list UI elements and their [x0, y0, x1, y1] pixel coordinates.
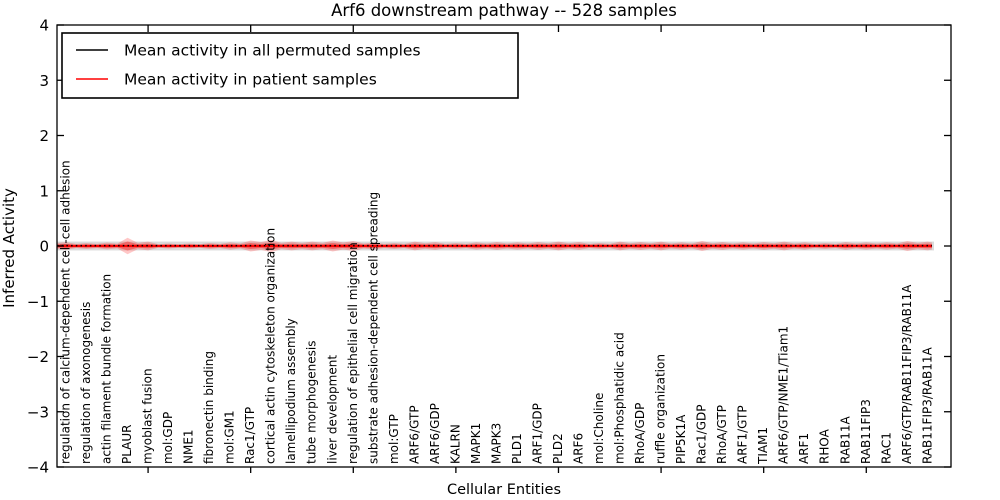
x-tick-label: ARF1/GDP	[530, 403, 544, 464]
x-tick-label: mol:GTP	[387, 414, 401, 464]
x-tick-label: PLD2	[551, 433, 565, 464]
x-tick-label: fibronectin binding	[202, 351, 216, 464]
x-tick-label: cortical actin cytoskeleton organization	[264, 228, 278, 464]
y-tick-label: 1	[39, 182, 49, 200]
legend-box	[61, 32, 519, 99]
y-tick-label: 3	[39, 72, 49, 90]
x-tick-label: ARF6/GDP	[428, 403, 442, 464]
x-tick-label: liver development	[325, 355, 339, 464]
y-axis-label: Inferred Activity	[0, 188, 18, 308]
x-tick-label: PLAUR	[120, 424, 134, 464]
x-tick-label: PIP5K1A	[674, 414, 688, 464]
x-tick-label: mol:Phosphatidic acid	[613, 332, 627, 464]
x-tick-label: MAPK3	[489, 423, 503, 464]
x-tick-label: TIAM1	[756, 427, 770, 465]
x-tick-label: NME1	[182, 429, 196, 464]
x-tick-label: regulation of epithelial cell migration	[346, 242, 360, 464]
x-tick-label: RAC1	[879, 432, 893, 464]
x-tick-label: regulation of calcium-dependent cell-cel…	[59, 160, 73, 464]
x-tick-label: Rac1/GTP	[243, 407, 257, 464]
x-tick-label: ARF1	[797, 433, 811, 464]
legend-label-permuted: Mean activity in all permuted samples	[124, 42, 421, 60]
x-tick-label: substrate adhesion-dependent cell spread…	[366, 192, 380, 464]
x-tick-label: MAPK1	[469, 423, 483, 464]
x-tick-label: mol:GDP	[161, 412, 175, 464]
y-tick-label: 4	[39, 17, 49, 35]
y-tick-label: 0	[39, 238, 49, 256]
x-tick-label: RAB11A	[838, 415, 852, 464]
x-tick-label: ARF6/GTP/NME1/Tiam1	[777, 326, 791, 464]
x-tick-label: KALRN	[448, 424, 462, 464]
x-tick-label: mol:Choline	[592, 393, 606, 464]
x-tick-label: RHOA	[818, 428, 832, 464]
y-tick-label: −3	[27, 403, 49, 421]
x-tick-label: ARF6/GTP/RAB11FIP3/RAB11A	[900, 284, 914, 464]
y-tick-label: −2	[27, 348, 49, 366]
x-tick-label: ARF6	[572, 433, 586, 464]
x-tick-label: RAB11FIP3	[859, 399, 873, 464]
x-tick-label: RAB11FIP3/RAB11A	[920, 347, 934, 464]
legend-label-patient: Mean activity in patient samples	[124, 71, 377, 89]
x-tick-label: actin filament bundle formation	[100, 274, 114, 464]
x-tick-label: RhoA/GTP	[715, 405, 729, 464]
x-tick-label: mol:GM1	[223, 410, 237, 464]
x-tick-label: ARF1/GTP	[736, 405, 750, 464]
chart-title: Arf6 downstream pathway -- 528 samples	[331, 1, 677, 20]
x-tick-label: regulation of axonogenesis	[79, 302, 93, 464]
x-axis-label: Cellular Entities	[447, 482, 561, 498]
x-tick-label: Rac1/GDP	[695, 405, 709, 464]
x-tick-label: RhoA/GDP	[633, 403, 647, 464]
x-tick-label: myoblast fusion	[141, 368, 155, 464]
x-tick-label: ruffle organization	[654, 354, 668, 464]
x-tick-label: tube morphogenesis	[305, 341, 319, 464]
y-tick-label: −4	[27, 459, 49, 477]
y-tick-label: 2	[39, 127, 49, 145]
x-tick-label: PLD1	[510, 433, 524, 464]
y-tick-label: −1	[27, 293, 49, 311]
x-tick-label: ARF6/GTP	[407, 405, 421, 464]
x-tick-label: lamellipodium assembly	[284, 318, 298, 464]
